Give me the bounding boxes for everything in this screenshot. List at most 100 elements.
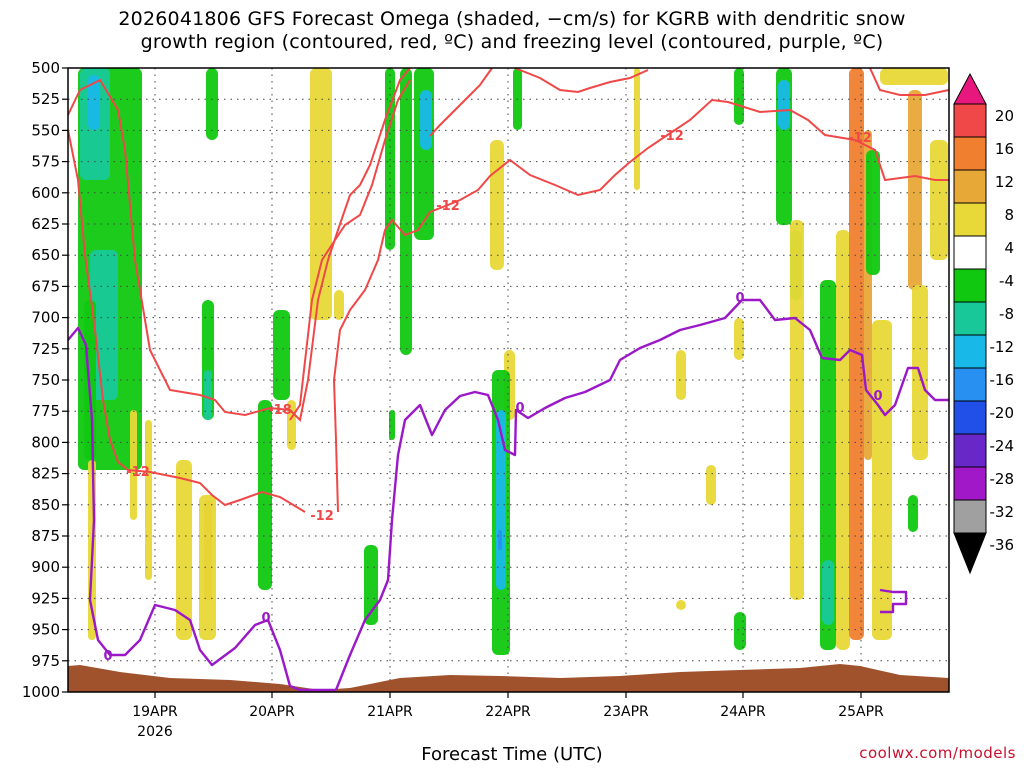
omega-region-36 [734, 612, 746, 650]
omega-region-50 [908, 90, 922, 290]
x-tick-label-0: 19APR [132, 704, 178, 720]
omega-shading [78, 68, 948, 655]
colorbar-seg-6 [953, 268, 987, 303]
colorbar-seg-10 [953, 400, 987, 435]
dendritic-contour-6 [869, 67, 950, 96]
colorbar-seg-13 [953, 499, 987, 534]
omega-region-49 [880, 68, 948, 85]
y-tick-label-6: 650 [31, 246, 60, 264]
y-tick-label-17: 925 [31, 589, 60, 607]
contour-label-10: 0 [873, 389, 882, 404]
x-tick-label-3: 22APR [485, 704, 531, 720]
omega-region-44 [836, 230, 850, 650]
omega-region-6 [130, 410, 137, 520]
y-tick-label-2: 550 [31, 121, 60, 139]
omega-region-7 [145, 420, 152, 580]
omega-region-10 [199, 495, 216, 640]
y-tick-label-4: 600 [31, 184, 60, 202]
credit-text: coolwx.com/models [859, 744, 1016, 762]
omega-region-53 [930, 140, 948, 260]
y-tick-label-5: 625 [31, 215, 60, 233]
colorbar-label-12: -32 [990, 503, 1015, 521]
omega-region-32 [676, 350, 686, 400]
omega-region-2 [88, 75, 100, 130]
dendritic-contour-1 [67, 67, 411, 423]
y-tick-label-14: 850 [31, 496, 60, 514]
omega-region-24 [389, 410, 395, 440]
colorbar-label-4: 4 [1004, 239, 1014, 257]
dendritic-contour-5 [514, 67, 649, 94]
contour-label-8: 0 [515, 401, 524, 416]
colorbar-label-8: -16 [990, 371, 1015, 389]
x-tick-label-6: 25APR [838, 704, 884, 720]
omega-region-43 [822, 560, 834, 625]
terrain-fill [68, 664, 949, 692]
contour-label-5: -12 [310, 509, 334, 524]
omega-region-31 [634, 68, 640, 190]
colorbar-bottom-arrow [953, 532, 987, 575]
omega-region-42 [820, 280, 836, 650]
colorbar-seg-12 [953, 466, 987, 501]
y-tick-label-12: 800 [31, 433, 60, 451]
y-tick-label-9: 725 [31, 340, 60, 358]
x-tick-label-2: 21APR [367, 704, 413, 720]
chart-title-line1: 2026041806 GFS Forecast Omega (shaded, −… [118, 8, 906, 30]
colorbar-label-1: 16 [995, 140, 1014, 158]
y-tick-label-19: 975 [31, 652, 60, 670]
omega-region-22 [420, 90, 432, 150]
y-tick-label-15: 875 [31, 527, 60, 545]
omega-region-48 [872, 320, 892, 640]
y-tick-label-10: 750 [31, 371, 60, 389]
omega-region-33 [676, 600, 686, 610]
dendritic-contour-2 [289, 79, 411, 421]
omega-region-39 [778, 80, 790, 130]
x-axis-label: Forecast Time (UTC) [421, 744, 603, 765]
omega-region-13 [206, 68, 218, 140]
omega-region-20 [400, 68, 412, 355]
x-axis: 19APR 20APR 21APR 22APR 23APR 24APR 25APR 2026 [132, 692, 884, 740]
colorbar-label-2: 12 [995, 173, 1014, 191]
contour-label-9: 0 [735, 291, 744, 306]
omega-region-14 [273, 310, 290, 400]
colorbar-seg-2 [953, 136, 987, 171]
contour-label-6: 0 [103, 649, 112, 664]
omega-region-34 [706, 465, 716, 505]
y-tick-label-16: 900 [31, 558, 60, 576]
colorbar-label-11: -28 [990, 470, 1015, 488]
contour-label-4: -18 [268, 403, 292, 418]
y-tick-label-7: 675 [31, 277, 60, 295]
contour-label-7: 0 [261, 611, 270, 626]
omega-region-12 [204, 370, 212, 420]
omega-region-37 [734, 318, 744, 360]
dendritic-contour-4 [429, 67, 493, 137]
colorbar-label-0: 20 [995, 107, 1014, 125]
contour-lines: -12 -12 -12 -12 -18 -12 0 0 0 0 0 [67, 67, 950, 692]
omega-region-18 [334, 290, 344, 320]
omega-region-25 [490, 140, 504, 270]
colorbar-label-9: -20 [990, 404, 1015, 422]
omega-region-29 [498, 530, 502, 550]
freezing-contour-0 [67, 326, 336, 692]
dendritic-contour-3 [332, 98, 949, 513]
colorbar-label-13: -36 [990, 536, 1015, 554]
colorbar-seg-5 [953, 235, 987, 270]
colorbar-seg-7 [953, 301, 987, 336]
y-tick-label-1: 525 [31, 90, 60, 108]
y-tick-label-18: 950 [31, 621, 60, 639]
omega-region-15 [258, 400, 272, 590]
x-year-label: 2026 [137, 724, 173, 740]
dendritic-contour-0 [67, 129, 306, 513]
y-tick-label-8: 700 [31, 309, 60, 327]
contour-label-3: -12 [848, 131, 872, 146]
chart-title-line2: growth region (contoured, red, ºC) and f… [140, 31, 884, 53]
colorbar-seg-3 [953, 169, 987, 204]
y-tick-label-0: 500 [31, 59, 60, 77]
contour-label-2: -12 [660, 129, 684, 144]
grid-lines [68, 68, 949, 692]
x-tick-label-5: 24APR [720, 704, 766, 720]
omega-region-17 [310, 68, 332, 320]
omega-region-52 [908, 495, 918, 532]
colorbar-seg-9 [953, 367, 987, 402]
y-tick-label-3: 575 [31, 153, 60, 171]
omega-region-47 [866, 150, 880, 275]
